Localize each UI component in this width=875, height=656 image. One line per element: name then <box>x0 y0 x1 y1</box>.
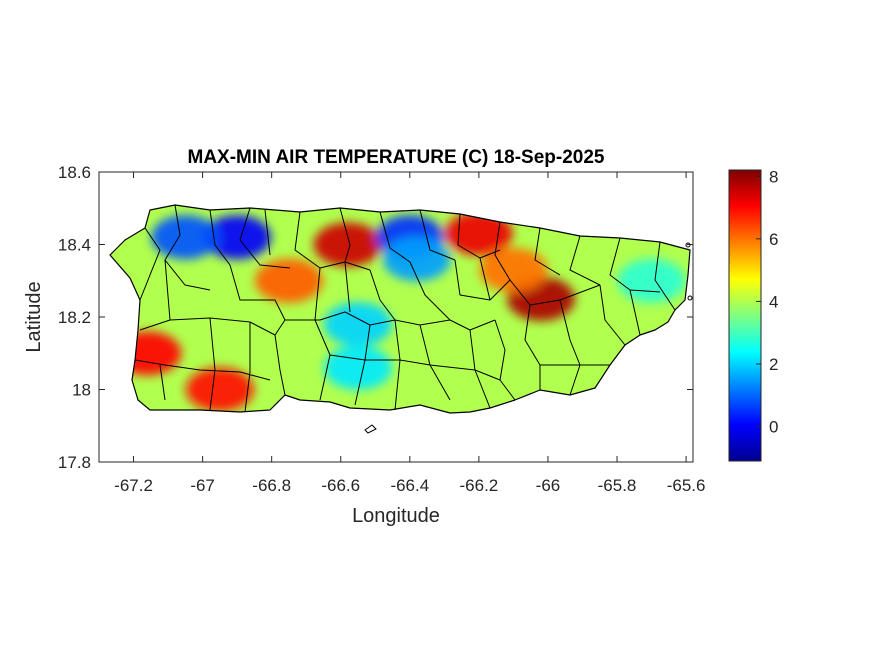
islet-south <box>364 424 377 434</box>
x-tick-label: -65.8 <box>598 476 637 495</box>
field-hotspot <box>254 258 323 303</box>
x-tick-label: -66.4 <box>390 476 429 495</box>
field-hotspot <box>203 215 272 260</box>
x-tick-label: -67.2 <box>114 476 153 495</box>
field-hotspot <box>313 222 382 267</box>
colorbar-tick-label: 0 <box>769 418 778 437</box>
field-hotspot <box>324 302 393 347</box>
x-tick-label: -66.6 <box>321 476 360 495</box>
x-tick-label: -66.2 <box>460 476 499 495</box>
field-hotspot <box>382 237 451 281</box>
chart-title: MAX-MIN AIR TEMPERATURE (C) 18-Sep-2025 <box>188 147 605 168</box>
municipal-boundaries <box>134 204 676 413</box>
colorbar <box>728 169 762 462</box>
x-axis-label: Longitude <box>352 505 440 527</box>
field-hotspot <box>444 211 513 256</box>
field-hotspot <box>324 345 393 390</box>
field-hotspot <box>617 258 686 303</box>
y-tick-label: 17.8 <box>58 453 91 472</box>
y-axis: 17.8 18 18.2 18.4 18.6 <box>58 163 693 472</box>
y-tick-label: 18.6 <box>58 163 91 182</box>
x-tick-label: -67 <box>190 476 215 495</box>
y-tick-label: 18 <box>72 381 91 400</box>
islet-east-2 <box>687 295 693 301</box>
x-tick-label: -66 <box>536 476 561 495</box>
x-axis: -67.2 -67 -66.8 -66.6 -66.4 -66.2 -66 -65.8 -65.… <box>114 172 705 495</box>
x-tick-label: -65.6 <box>667 476 706 495</box>
colorbar-tick-label: 4 <box>769 292 778 311</box>
y-tick-label: 18.4 <box>58 236 91 255</box>
boundary-lines <box>109 204 691 414</box>
colorbar-tick-label: 6 <box>769 230 778 249</box>
field-hotspot <box>151 215 220 260</box>
x-tick-label: -66.8 <box>252 476 291 495</box>
island-outline <box>109 204 691 414</box>
islets <box>364 242 693 434</box>
y-tick-label: 18.2 <box>58 308 91 327</box>
field-hotspot <box>479 247 548 292</box>
colorbar-tick-label: 2 <box>769 355 778 374</box>
colorbar-ticks: 0 2 4 6 8 <box>756 167 778 437</box>
temperature-field <box>110 205 690 413</box>
field-hotspot <box>185 367 254 412</box>
y-axis-label: Latitude <box>23 281 45 352</box>
colorbar-tick-label: 8 <box>769 167 778 186</box>
